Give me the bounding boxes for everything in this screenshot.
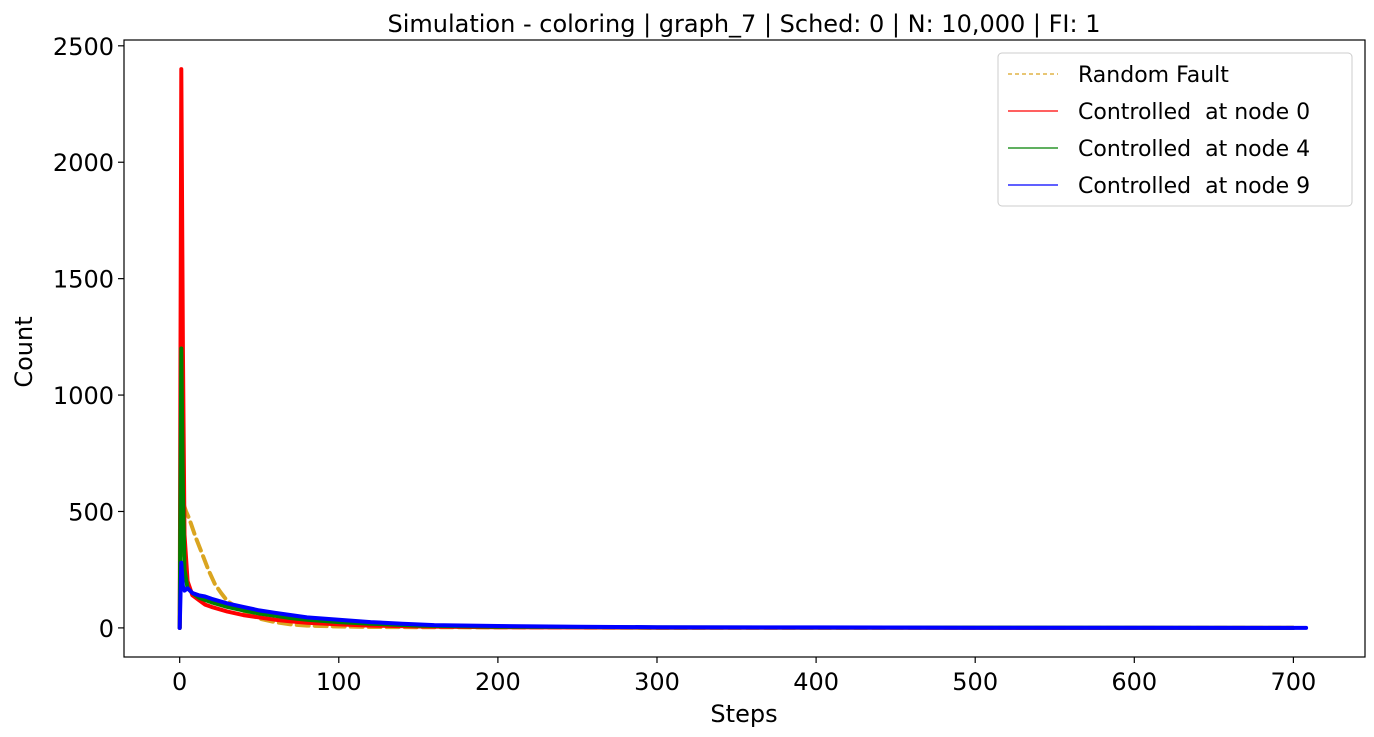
y-tick-label: 2000 xyxy=(53,149,114,177)
x-tick-label: 600 xyxy=(1111,668,1157,696)
y-tick-label: 1500 xyxy=(53,266,114,294)
x-tick-label: 300 xyxy=(634,668,680,696)
y-axis-label: Count xyxy=(10,316,38,387)
x-tick-label: 0 xyxy=(172,668,187,696)
legend: Random Fault Controlled at node 0 Controll… xyxy=(997,52,1353,207)
x-axis-ticks: 0 100 200 300 400 500 600 700 xyxy=(172,657,1316,696)
y-tick-label: 2500 xyxy=(53,33,114,61)
y-axis-ticks: 0 500 1000 1500 2000 2500 xyxy=(53,33,124,643)
y-tick-label: 500 xyxy=(68,498,114,526)
y-tick-label: 1000 xyxy=(53,382,114,410)
y-tick-label: 0 xyxy=(99,615,114,643)
legend-label: Random Fault xyxy=(1078,63,1229,88)
plot-lines xyxy=(177,67,1309,630)
legend-label: Controlled at node 4 xyxy=(1078,137,1310,162)
chart-title: Simulation - coloring | graph_7 | Sched:… xyxy=(387,10,1100,38)
x-tick-label: 500 xyxy=(952,668,998,696)
x-tick-label: 100 xyxy=(316,668,362,696)
legend-box xyxy=(997,52,1353,207)
plot-frame xyxy=(123,39,1366,658)
x-tick-label: 200 xyxy=(475,668,521,696)
series-line-3 xyxy=(177,560,1309,630)
legend-label: Controlled at node 0 xyxy=(1078,100,1310,125)
legend-label: Controlled at node 9 xyxy=(1078,174,1310,199)
x-axis-label: Steps xyxy=(710,700,777,728)
x-tick-label: 700 xyxy=(1270,668,1316,696)
x-tick-label: 400 xyxy=(793,668,839,696)
